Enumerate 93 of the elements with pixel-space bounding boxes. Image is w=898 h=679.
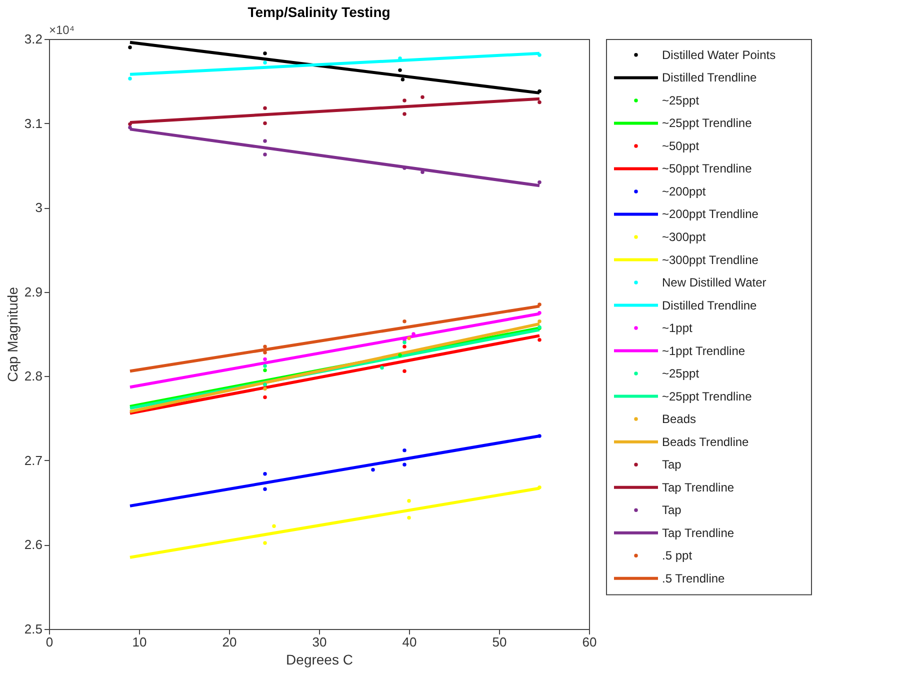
legend-label: ~25ppt Trendline bbox=[662, 116, 752, 130]
point bbox=[402, 340, 406, 344]
x-axis-title: Degrees C bbox=[286, 652, 353, 668]
point bbox=[263, 60, 267, 64]
legend-label: ~200ppt bbox=[662, 184, 706, 198]
legend-label: .5 ppt bbox=[662, 548, 693, 563]
point bbox=[263, 357, 267, 362]
x-tick-label: 10 bbox=[132, 634, 147, 650]
point bbox=[371, 468, 375, 472]
point bbox=[263, 106, 267, 110]
point bbox=[538, 89, 542, 94]
legend-label: New Distilled Water bbox=[662, 276, 766, 290]
point bbox=[402, 369, 406, 373]
point bbox=[128, 126, 132, 130]
point bbox=[402, 462, 406, 467]
point bbox=[263, 368, 267, 372]
legend-label: Distilled Water Points bbox=[662, 48, 776, 62]
point bbox=[412, 332, 416, 336]
point bbox=[128, 76, 132, 80]
legend-label: ~50ppt Trendline bbox=[662, 162, 752, 176]
legend-label: Distilled Trendline bbox=[662, 298, 758, 312]
point bbox=[263, 152, 267, 156]
legend-label: Distilled Trendline bbox=[662, 70, 758, 85]
point bbox=[402, 344, 406, 349]
point bbox=[263, 344, 267, 349]
point bbox=[538, 434, 542, 438]
point bbox=[407, 336, 411, 340]
point bbox=[538, 180, 542, 184]
point bbox=[380, 366, 384, 370]
point bbox=[402, 448, 406, 452]
point bbox=[402, 319, 406, 324]
point bbox=[420, 95, 424, 100]
legend-label: Tap Trendline bbox=[662, 526, 734, 540]
legend-label: ~300ppt bbox=[662, 230, 706, 244]
y-tick-label: 3.2 bbox=[24, 32, 42, 46]
legend-label: Beads Trendline bbox=[662, 434, 750, 449]
point bbox=[128, 122, 132, 126]
point bbox=[263, 487, 267, 491]
point bbox=[407, 516, 411, 520]
x-tick-label: 40 bbox=[402, 634, 417, 650]
point bbox=[263, 364, 267, 368]
point bbox=[263, 51, 267, 56]
point bbox=[538, 100, 542, 104]
y-tick-label: 2.5 bbox=[24, 622, 42, 636]
y-tick-label: 2.9 bbox=[24, 284, 42, 300]
point bbox=[398, 68, 402, 72]
point bbox=[402, 112, 406, 116]
point bbox=[263, 350, 267, 354]
legend-label: ~25ppt bbox=[662, 366, 700, 381]
x-tick-label: 60 bbox=[582, 634, 597, 650]
point bbox=[400, 78, 405, 82]
point bbox=[538, 53, 542, 57]
point bbox=[420, 170, 424, 174]
legend-label: ~25ppt Trendline bbox=[662, 389, 752, 404]
point bbox=[538, 338, 542, 342]
x-tick-label: 20 bbox=[222, 634, 237, 650]
point bbox=[538, 486, 542, 490]
point bbox=[407, 499, 411, 503]
point bbox=[263, 395, 267, 400]
point bbox=[263, 472, 267, 476]
y-axis-title: Cap Magnitude bbox=[4, 286, 20, 382]
point bbox=[263, 139, 267, 143]
point bbox=[398, 353, 402, 357]
y-tick-label: 3.1 bbox=[24, 116, 42, 131]
point bbox=[538, 302, 542, 306]
legend-label: ~1ppt bbox=[662, 321, 694, 336]
legend-label: Tap Trendline bbox=[662, 480, 734, 494]
legend-label: ~200ppt Trendline bbox=[662, 207, 759, 222]
point bbox=[263, 386, 267, 391]
point bbox=[263, 541, 267, 545]
point bbox=[538, 319, 542, 324]
y-tick-label: 3 bbox=[35, 200, 42, 216]
legend-label: .5 Trendline bbox=[662, 571, 726, 586]
legend-label: Beads bbox=[662, 412, 696, 426]
point bbox=[272, 524, 276, 528]
point bbox=[263, 121, 267, 126]
text: ×10⁴ bbox=[49, 23, 75, 37]
y-tick-label: 2.6 bbox=[24, 537, 42, 552]
point bbox=[128, 46, 132, 50]
legend-label: Tap bbox=[662, 503, 682, 518]
point bbox=[538, 311, 542, 315]
legend-label: ~50ppt bbox=[662, 138, 700, 153]
x-tick-label: 50 bbox=[492, 634, 507, 650]
point bbox=[402, 98, 406, 102]
legend-label: ~300ppt Trendline bbox=[662, 252, 759, 267]
legend-label: ~25ppt bbox=[662, 93, 700, 108]
x-tick-label: 0 bbox=[46, 634, 54, 650]
y-tick-label: 2.8 bbox=[24, 368, 42, 384]
legend-label: ~1ppt Trendline bbox=[662, 344, 746, 358]
y-tick-label: 2.7 bbox=[24, 452, 42, 468]
x-tick-label: 30 bbox=[312, 634, 327, 650]
chart-title: Temp/Salinity Testing bbox=[248, 4, 390, 20]
legend-label: Tap bbox=[662, 458, 682, 472]
